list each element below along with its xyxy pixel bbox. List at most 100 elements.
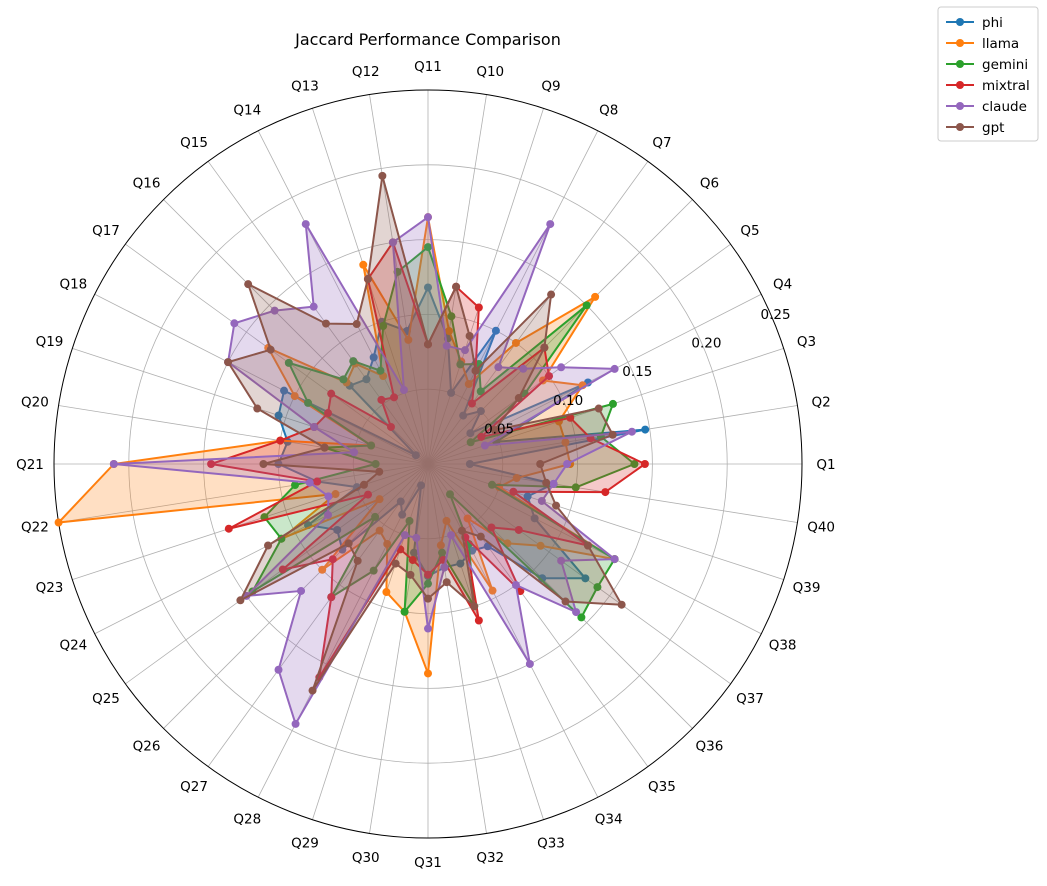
point-gemini-Q31 <box>424 579 432 588</box>
point-mixtral-Q18 <box>324 409 333 418</box>
point-claude-Q7 <box>494 363 503 372</box>
point-mixtral-Q22 <box>313 477 322 486</box>
point-claude-Q27 <box>274 665 283 674</box>
point-gpt-Q11 <box>424 340 432 349</box>
legend-marker-llama <box>956 39 964 47</box>
point-claude-Q22 <box>305 478 314 487</box>
point-gemini-Q6 <box>582 301 591 310</box>
point-mixtral-Q40 <box>601 488 610 497</box>
point-gemini-Q21 <box>371 460 380 468</box>
point-llama-Q6 <box>591 292 600 301</box>
category-label-Q15: Q15 <box>180 135 208 151</box>
point-gpt-Q15 <box>321 319 330 328</box>
point-gpt-Q1 <box>536 460 545 468</box>
point-phi-Q30 <box>409 548 418 557</box>
point-gpt-Q40 <box>542 478 551 487</box>
point-phi-Q33 <box>456 559 465 568</box>
point-llama-Q26 <box>318 565 327 574</box>
legend-marker-claude <box>956 102 964 110</box>
point-claude-Q16 <box>270 306 279 315</box>
polar-grid <box>53 89 803 839</box>
point-claude-Q30 <box>412 533 421 542</box>
point-gpt-Q3 <box>594 404 603 413</box>
point-mixtral-Q7 <box>467 399 476 408</box>
point-gpt-Q16 <box>244 280 253 289</box>
category-label-Q38: Q38 <box>769 638 797 654</box>
category-label-Q23: Q23 <box>36 580 64 596</box>
legend-label-gpt: gpt <box>982 120 1004 136</box>
category-label-Q20: Q20 <box>21 395 49 411</box>
point-gemini-Q17 <box>284 358 293 367</box>
point-claude-Q34 <box>525 659 534 668</box>
point-claude-Q26 <box>297 586 306 595</box>
grid-spoke-15 <box>207 161 429 465</box>
grid-spoke-24 <box>94 463 429 635</box>
radial-tick-labels: 0.05 0.10 0.15 0.20 0.25 <box>484 307 790 437</box>
category-label-Q40: Q40 <box>807 519 835 535</box>
point-gpt-Q14 <box>352 320 361 329</box>
point-claude-Q2 <box>627 427 636 436</box>
grid-spoke-26 <box>163 463 429 729</box>
point-gpt-Q12 <box>378 171 387 180</box>
point-claude-Q38 <box>610 555 619 564</box>
legend-label-claude: claude <box>982 99 1027 115</box>
point-phi-Q17 <box>411 451 420 460</box>
point-llama-Q25 <box>375 495 384 504</box>
point-gpt-Q38 <box>583 541 592 550</box>
series-layer <box>54 171 650 728</box>
point-gpt-Q6 <box>540 343 549 352</box>
point-phi-Q14 <box>369 353 378 362</box>
point-claude-Q24 <box>324 510 333 519</box>
legend-marker-phi <box>956 18 964 26</box>
point-gpt-Q9 <box>465 331 474 340</box>
point-claude-Q14 <box>301 220 310 229</box>
category-label-Q27: Q27 <box>180 779 208 795</box>
point-gpt-Q37 <box>617 600 626 609</box>
point-mixtral-Q4 <box>477 432 486 441</box>
point-llama-Q35 <box>463 514 472 523</box>
point-claude-Q39 <box>537 496 546 505</box>
category-label-Q31: Q31 <box>414 855 442 871</box>
point-gemini-Q39 <box>488 480 497 489</box>
point-gemini-Q32 <box>438 548 447 557</box>
series-fill-phi <box>278 287 646 579</box>
grid-spoke-20 <box>58 405 429 465</box>
point-gemini-Q14 <box>376 366 385 375</box>
point-phi-Q25 <box>333 525 342 534</box>
point-mixtral-Q39 <box>509 487 518 496</box>
point-llama-Q22 <box>54 518 63 527</box>
grid-spoke-12 <box>369 94 429 465</box>
grid-spoke-28 <box>257 463 429 798</box>
point-llama-Q33 <box>442 516 451 525</box>
category-label-Q35: Q35 <box>648 779 676 795</box>
point-claude-Q9 <box>460 346 469 355</box>
point-claude-Q20 <box>350 448 359 457</box>
point-mixtral-Q23 <box>224 524 233 533</box>
point-mixtral-Q17 <box>327 389 336 398</box>
point-gpt-Q10 <box>452 282 461 291</box>
legend-label-gemini: gemini <box>982 57 1028 73</box>
point-phi-Q18 <box>280 386 289 395</box>
category-label-Q34: Q34 <box>595 812 623 828</box>
point-gemini-Q10 <box>447 312 456 321</box>
point-gpt-Q28 <box>308 686 317 695</box>
point-llama-Q28 <box>383 539 392 548</box>
point-mixtral-Q5 <box>545 372 554 381</box>
point-mixtral-Q33 <box>474 616 483 625</box>
point-gpt-Q33 <box>470 602 479 611</box>
point-phi-Q6 <box>476 407 485 416</box>
category-label-Q18: Q18 <box>59 276 87 292</box>
point-gpt-Q21 <box>259 460 268 468</box>
point-gemini-Q37 <box>593 583 602 592</box>
category-label-Q11: Q11 <box>414 59 442 75</box>
category-label-Q29: Q29 <box>291 836 319 852</box>
point-claude-Q36 <box>572 608 581 617</box>
category-label-Q37: Q37 <box>736 691 764 707</box>
point-mixtral-Q31 <box>424 570 432 579</box>
grid-spoke-35 <box>427 463 649 767</box>
category-label-Q3: Q3 <box>797 334 816 350</box>
point-llama-Q34 <box>488 586 497 595</box>
point-gpt-Q29 <box>391 559 400 568</box>
point-gemini-Q40 <box>571 483 580 492</box>
